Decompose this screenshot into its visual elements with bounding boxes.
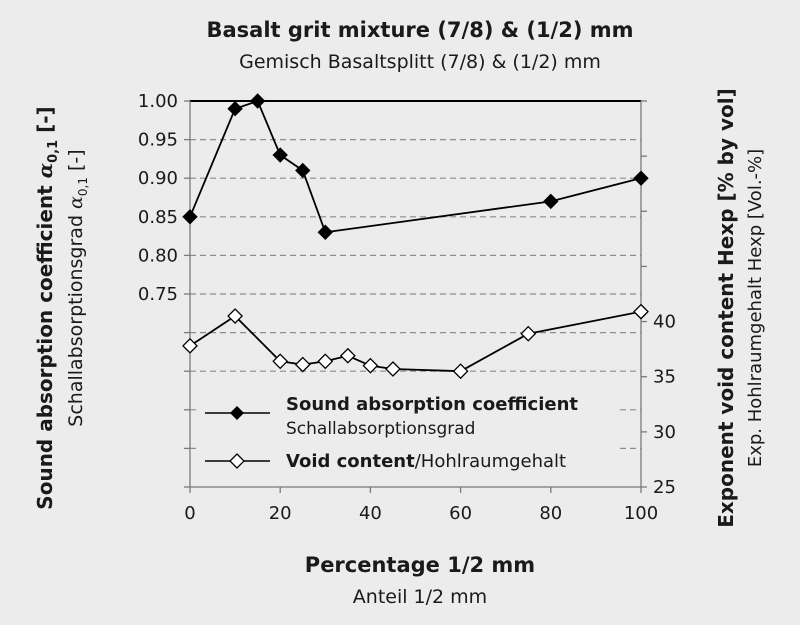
sound-absorption-point <box>317 224 334 240</box>
x-tick-labels: 0 20 40 60 80 100 <box>184 487 658 524</box>
legend-background <box>200 382 618 482</box>
y-left-sub-main: Schallabsorptionsgrad <box>65 209 87 427</box>
legend-marker-void <box>229 453 245 469</box>
y-right-axis-label-sub: Exp. Hohlraumgehalt Hexp [Vol.-%] <box>745 149 766 467</box>
void-content-point <box>339 347 356 364</box>
void-content-point <box>633 303 649 320</box>
legend-label-sound-sub: Schallabsorptionsgrad <box>286 419 475 439</box>
sound-absorption-point <box>295 162 311 179</box>
y-left-label-main: Sound absorption coefficient <box>33 178 57 509</box>
void-content-point <box>520 325 537 342</box>
y-right-tick-label: 30 <box>653 422 676 443</box>
y-left-axis-label-sub: Schallabsorptionsgrad α0,1 [-] <box>65 149 90 426</box>
y-left-tick-label: 0.85 <box>138 207 178 228</box>
x-tick-label: 100 <box>624 503 658 524</box>
legend-marker-sound <box>230 406 244 420</box>
void-content-point <box>385 361 401 377</box>
y-left-tick-labels: 1.00 0.95 0.90 0.85 0.80 0.75 <box>138 91 190 488</box>
x-axis-label-sub: Anteil 1/2 mm <box>353 586 487 608</box>
series-line-1 <box>189 310 642 373</box>
void-content-point <box>317 353 334 370</box>
void-content-point <box>227 308 244 324</box>
y-right-axis-label: Exponent void content Hexp [% by vol] <box>714 88 738 528</box>
x-tick-label: 60 <box>449 503 472 524</box>
y-left-tick-label: 0.75 <box>138 284 178 305</box>
void-content-point <box>272 353 289 370</box>
chart-title: Basalt grit mixture (7/8) & (1/2) mm <box>206 18 633 42</box>
x-axis-label: Percentage 1/2 mm <box>305 553 535 577</box>
void-content-point <box>294 356 311 373</box>
y-right-tick-labels: 40 35 30 25 <box>641 100 676 498</box>
y-left-sub-symbol: α <box>65 196 87 209</box>
series-layer <box>182 93 649 380</box>
sound-absorption-point <box>182 209 198 225</box>
y-left-tick-label: 0.80 <box>138 245 178 266</box>
y-left-sub-subscript: 0,1 <box>76 177 90 196</box>
void-content-point <box>362 357 379 374</box>
x-tick-label: 80 <box>539 503 562 524</box>
sound-absorption-point <box>633 170 649 186</box>
void-content-point <box>452 363 469 380</box>
x-tick-label: 20 <box>269 503 292 524</box>
chart-subtitle: Gemisch Basaltsplitt (7/8) & (1/2) mm <box>239 51 601 73</box>
sound-absorption-point <box>249 93 266 109</box>
legend-label-void-sub: /Hohlraumgehalt <box>415 451 566 472</box>
legend: Sound absorption coefficient Schallabsor… <box>200 382 618 482</box>
y-left-label-subscript: 0,1 <box>46 140 61 163</box>
y-left-tick-label: 0.90 <box>138 168 178 189</box>
y-right-tick-label: 40 <box>653 312 676 333</box>
y-left-label-unit: [-] <box>33 106 57 140</box>
y-left-label-symbol: α <box>33 163 57 178</box>
y-right-tick-label: 35 <box>653 367 676 388</box>
legend-label-void-main: Void content <box>286 451 415 472</box>
y-left-sub-unit: [-] <box>65 149 87 177</box>
series-line-0 <box>189 99 642 234</box>
y-left-axis-label: Sound absorption coefficient α0,1 [-] <box>33 106 61 509</box>
y-left-tick-label: 1.00 <box>138 91 178 112</box>
y-left-tick-label: 0.95 <box>138 130 178 151</box>
sound-absorption-point <box>543 193 559 210</box>
legend-label-void: Void content/Hohlraumgehalt <box>286 451 566 472</box>
x-tick-label: 0 <box>184 503 195 524</box>
x-tick-label: 40 <box>359 503 382 524</box>
y-right-tick-label: 25 <box>653 477 676 498</box>
legend-label-sound: Sound absorption coefficient <box>286 394 578 415</box>
void-content-point <box>182 337 198 354</box>
sound-absorption-point <box>227 101 243 117</box>
sound-absorption-point <box>272 147 288 163</box>
